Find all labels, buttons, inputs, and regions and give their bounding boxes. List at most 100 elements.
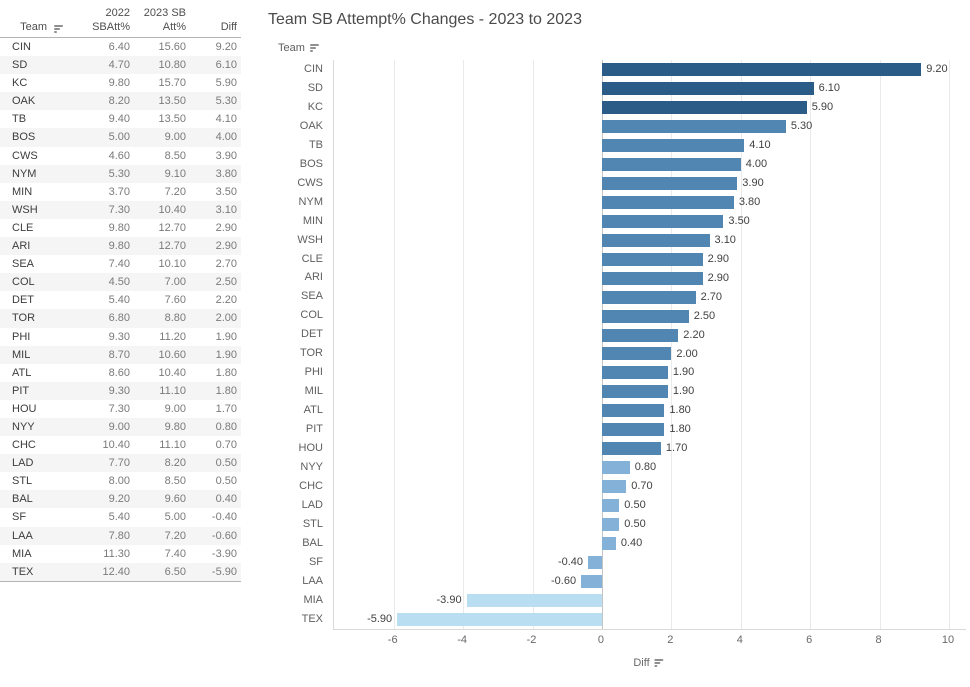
table-row[interactable]: MIA 11.30 7.40 -3.90 — [0, 545, 241, 563]
table-row[interactable]: SEA 7.40 10.10 2.70 — [0, 255, 241, 273]
sb2023-cell: 8.50 — [164, 475, 186, 488]
chart-row-label[interactable]: DET — [301, 328, 323, 341]
table-row[interactable]: MIN 3.70 7.20 3.50 — [0, 183, 241, 201]
bar-min[interactable] — [601, 214, 724, 228]
bar-wsh[interactable] — [601, 233, 710, 247]
bar-mia[interactable] — [466, 594, 602, 608]
table-row[interactable]: SF 5.40 5.00 -0.40 — [0, 508, 241, 526]
bar-ari[interactable] — [601, 271, 703, 285]
bar-cws[interactable] — [601, 176, 738, 190]
bar-chc[interactable] — [601, 480, 627, 494]
bar-pit[interactable] — [601, 423, 665, 437]
bar-mil[interactable] — [601, 385, 668, 399]
bar-det[interactable] — [601, 328, 679, 342]
table-row[interactable]: HOU 7.30 9.00 1.70 — [0, 400, 241, 418]
table-row[interactable]: ARI 9.80 12.70 2.90 — [0, 237, 241, 256]
chart-row-label[interactable]: ARI — [304, 271, 323, 284]
sort-icon[interactable] — [54, 24, 64, 34]
team-cell: NYM — [12, 167, 37, 180]
chart-row-label[interactable]: OAK — [299, 119, 323, 132]
chart-row-label[interactable]: CLE — [301, 252, 323, 265]
chart-row-label[interactable]: NYY — [300, 461, 323, 474]
table-row[interactable]: ATL 8.60 10.40 1.80 — [0, 364, 241, 382]
chart-row-label[interactable]: SF — [308, 555, 323, 568]
chart-row-label[interactable]: LAD — [301, 498, 323, 511]
table-row[interactable]: WSH 7.30 10.40 3.10 — [0, 200, 241, 219]
chart-row-label[interactable]: WSH — [297, 233, 323, 246]
chart-row-label[interactable]: SEA — [300, 290, 323, 303]
bar-laa[interactable] — [581, 575, 602, 589]
chart-row-label[interactable]: NYM — [298, 195, 323, 208]
chart-row-label[interactable]: MIL — [304, 385, 323, 398]
sb2023-cell: 9.00 — [164, 131, 186, 144]
bar-atl[interactable] — [601, 404, 665, 418]
table-row[interactable]: CIN 6.40 15.60 9.20 — [0, 38, 241, 56]
chart-row-label[interactable]: TOR — [299, 347, 323, 360]
bar-tor[interactable] — [601, 347, 672, 361]
chart-row-label[interactable]: SD — [307, 81, 323, 94]
bar-col[interactable] — [601, 309, 689, 323]
chart-row-label[interactable]: LAA — [302, 574, 323, 587]
table-row[interactable]: COL 4.50 7.00 2.50 — [0, 273, 241, 292]
table-row[interactable]: LAA 7.80 7.20 -0.60 — [0, 526, 241, 545]
table-row[interactable]: MIL 8.70 10.60 1.90 — [0, 345, 241, 364]
table-row[interactable]: CWS 4.60 8.50 3.90 — [0, 147, 241, 165]
chart-row-label[interactable]: KC — [307, 100, 323, 113]
chart-row-label[interactable]: CIN — [304, 63, 323, 75]
table-row[interactable]: DET 5.40 7.60 2.20 — [0, 291, 241, 309]
chart-row-label[interactable]: MIN — [302, 214, 323, 227]
table-row[interactable]: PIT 9.30 11.10 1.80 — [0, 381, 241, 400]
table-row[interactable]: LAD 7.70 8.20 0.50 — [0, 454, 241, 473]
bar-stl[interactable] — [601, 518, 620, 532]
table-row[interactable]: STL 8.00 8.50 0.50 — [0, 472, 241, 490]
bar-bal[interactable] — [601, 537, 616, 551]
sb2023-cell: 10.40 — [158, 366, 186, 379]
bar-nyy[interactable] — [601, 461, 630, 475]
bar-tb[interactable] — [601, 138, 745, 152]
table-row[interactable]: CLE 9.80 12.70 2.90 — [0, 219, 241, 237]
bar-hou[interactable] — [601, 442, 661, 456]
sort-icon[interactable] — [654, 658, 665, 668]
bar-kc[interactable] — [601, 100, 807, 114]
bar-cin[interactable] — [601, 62, 922, 76]
chart-row-label[interactable]: ATL — [303, 404, 323, 417]
sort-icon[interactable] — [309, 43, 320, 53]
table-row[interactable]: BAL 9.20 9.60 0.40 — [0, 490, 241, 509]
chart-row-label[interactable]: BAL — [302, 536, 323, 549]
table-row[interactable]: SD 4.70 10.80 6.10 — [0, 56, 241, 75]
chart-row-label[interactable]: BOS — [299, 157, 323, 170]
bar-phi[interactable] — [601, 366, 668, 380]
table-row[interactable]: CHC 10.40 11.10 0.70 — [0, 436, 241, 454]
chart-row-label[interactable]: CHC — [299, 479, 323, 492]
bar-bos[interactable] — [601, 157, 741, 171]
bar-sf[interactable] — [588, 556, 602, 570]
bar-oak[interactable] — [601, 119, 786, 133]
chart-row-label[interactable]: HOU — [298, 442, 323, 455]
diff-cell: 0.80 — [215, 420, 237, 433]
chart-row-label[interactable]: TEX — [301, 612, 323, 625]
bar-sea[interactable] — [601, 290, 696, 304]
chart-row-label[interactable]: CWS — [297, 176, 323, 189]
chart-row-label[interactable]: COL — [300, 309, 323, 322]
bar-lad[interactable] — [601, 499, 620, 513]
table-row[interactable]: TOR 6.80 8.80 2.00 — [0, 309, 241, 328]
table-row[interactable]: BOS 5.00 9.00 4.00 — [0, 128, 241, 147]
table-row[interactable]: KC 9.80 15.70 5.90 — [0, 74, 241, 92]
chart-row-label[interactable]: MIA — [303, 593, 323, 606]
table-row[interactable]: TB 9.40 13.50 4.10 — [0, 110, 241, 128]
table-row[interactable]: NYM 5.30 9.10 3.80 — [0, 164, 241, 183]
bar-cle[interactable] — [601, 252, 703, 266]
chart-row-label[interactable]: PIT — [305, 423, 323, 436]
table-row[interactable]: PHI 9.30 11.20 1.90 — [0, 328, 241, 346]
table-row[interactable]: NYY 9.00 9.80 0.80 — [0, 417, 241, 437]
bar-sd[interactable] — [601, 81, 814, 95]
bar-value-label: 0.70 — [631, 480, 653, 493]
bar-nym[interactable] — [601, 195, 734, 209]
table-row[interactable]: OAK 8.20 13.50 5.30 — [0, 92, 241, 111]
team-cell: LAA — [12, 529, 33, 542]
bar-tex[interactable] — [397, 613, 602, 627]
table-row[interactable]: TEX 12.40 6.50 -5.90 — [0, 562, 241, 581]
chart-row-label[interactable]: PHI — [304, 366, 323, 379]
chart-row-label[interactable]: STL — [302, 517, 323, 530]
chart-row-label[interactable]: TB — [308, 138, 323, 151]
